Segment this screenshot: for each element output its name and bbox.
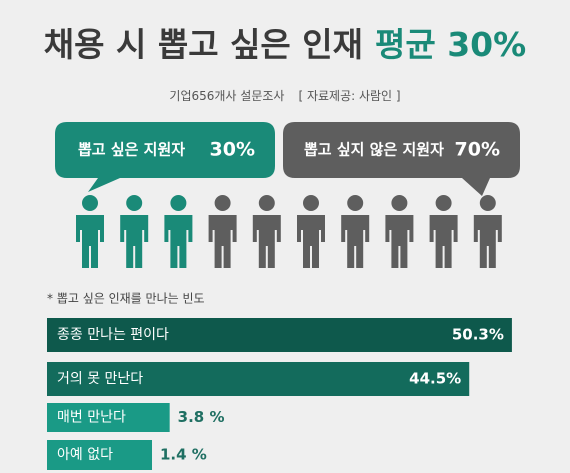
icon-body: [297, 215, 325, 268]
category-label: 아예 없다: [57, 447, 113, 463]
value-label: 3.8 %: [178, 408, 225, 426]
person-icon: [120, 195, 149, 268]
category-label: 종종 만나는 편이다: [57, 327, 169, 343]
icon-head: [435, 195, 452, 211]
bar: [47, 440, 153, 470]
value-label: 1.4 %: [160, 446, 207, 464]
value-label: 50.3%: [452, 326, 504, 344]
icon-body: [252, 215, 281, 268]
legend-entry: 뽑고 싶지 않은 지원자: [304, 141, 444, 159]
icon-head: [170, 195, 187, 211]
title: 채용 시 뽑고 싶은 인재 평균 30%: [44, 25, 526, 64]
value-label: 44.5%: [409, 370, 461, 388]
icon-body: [208, 215, 237, 268]
subtitle: 기업656개사 설문조사 [ 자료제공: 사람인 ]: [169, 89, 400, 103]
person-icon: [341, 195, 370, 268]
bubble-gray: [283, 122, 520, 196]
person-icon: [208, 195, 237, 268]
person-icon: [385, 195, 414, 268]
icon-body: [76, 215, 104, 268]
bar-chart: 종종 만나는 편이다 50.3% 거의 못 만난다 44.5% 매번 만난다 3.8 % 아…: [47, 318, 512, 470]
value-label: 30%: [210, 139, 255, 161]
icon-head: [347, 195, 364, 211]
person-icon: [164, 195, 193, 268]
bar: [47, 403, 170, 432]
icon-body: [385, 215, 414, 268]
person-icon: [429, 195, 458, 268]
icon-head: [258, 195, 275, 211]
person-icon: [473, 195, 502, 268]
icon-head: [82, 195, 98, 211]
person-icon: [252, 195, 281, 268]
icon-head: [479, 195, 496, 211]
category-label: 거의 못 만난다: [57, 371, 143, 387]
icon-head: [303, 195, 319, 211]
bubble-green: [55, 122, 275, 192]
icon-head: [126, 195, 143, 211]
source: [ 자료제공: 사람인 ]: [298, 89, 400, 103]
icon-head: [391, 195, 408, 211]
pictogram: [76, 195, 502, 268]
title-main: 채용 시 뽑고 싶은 인재: [44, 25, 363, 64]
icon-body: [120, 215, 149, 268]
value-label: 70%: [455, 139, 500, 161]
person-icon: [297, 195, 325, 268]
bar: [47, 318, 512, 352]
subtitle-text: 기업656개사 설문조사: [169, 89, 284, 103]
bar: [47, 362, 470, 396]
icon-head: [214, 195, 231, 211]
icon-body: [473, 215, 502, 268]
category-label: 매번 만난다: [57, 410, 126, 426]
icon-body: [164, 215, 193, 268]
title-highlight: 평균 30%: [375, 25, 526, 64]
bar-note: * 뽑고 싶은 인재를 만나는 빈도: [47, 292, 205, 306]
icon-body: [429, 215, 458, 268]
icon-body: [341, 215, 370, 268]
legend-entry: 뽑고 싶은 지원자: [78, 141, 185, 159]
person-icon: [76, 195, 104, 268]
